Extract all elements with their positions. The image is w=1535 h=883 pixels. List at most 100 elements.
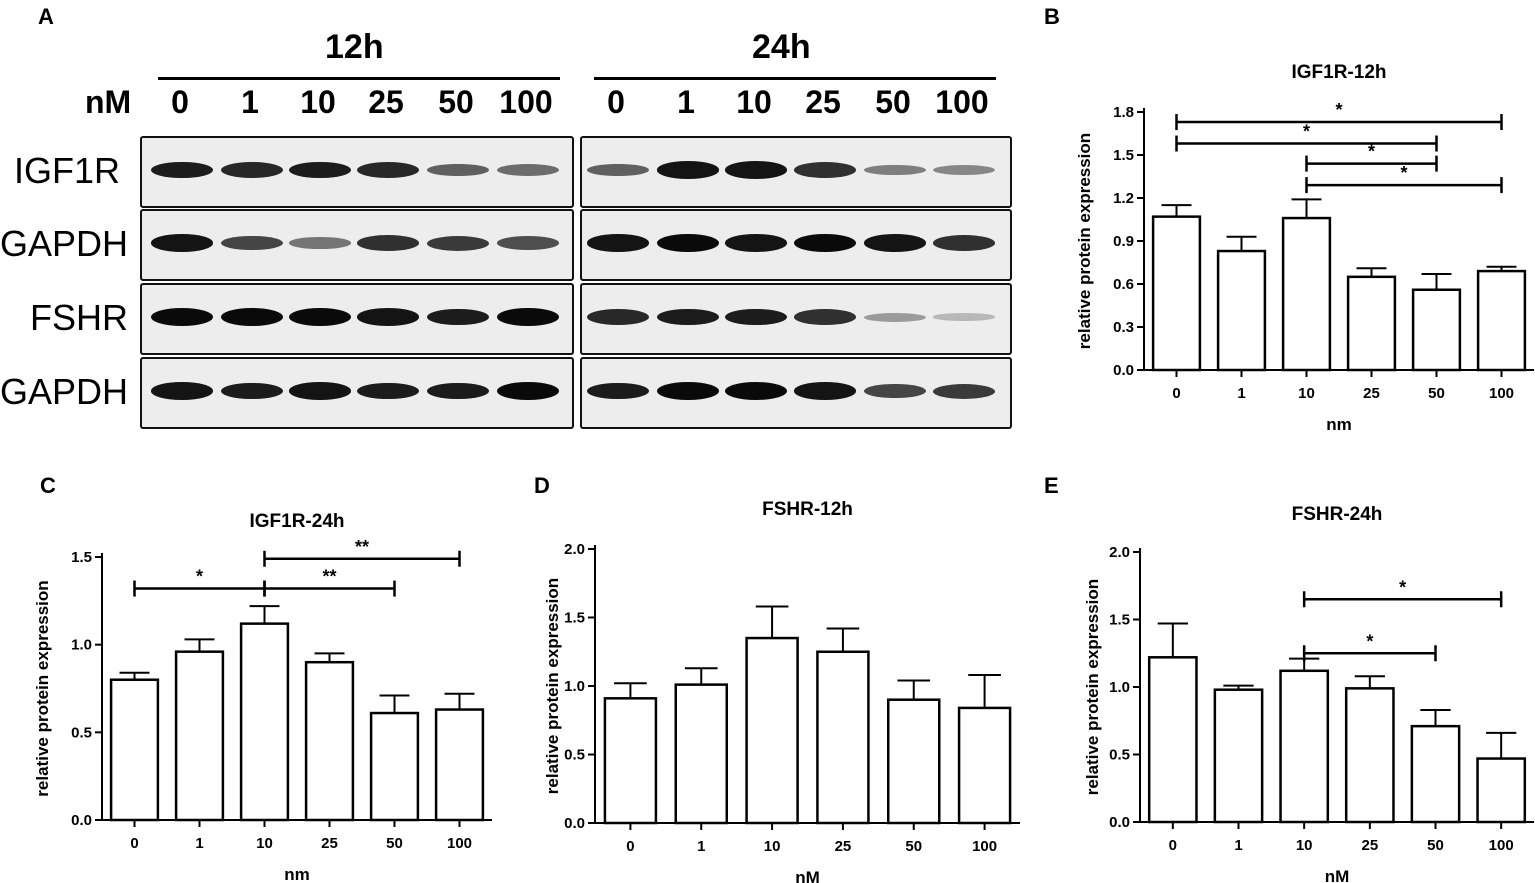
bar bbox=[1346, 275, 1397, 372]
blot-band bbox=[151, 161, 213, 179]
y-tick-label: 0.3 bbox=[1113, 319, 1134, 336]
y-tick-label: 0.5 bbox=[564, 747, 585, 764]
lane-label: 100 bbox=[499, 84, 553, 120]
blot-strip-gapdh-12h bbox=[140, 209, 574, 281]
y-axis-label: relative protein expression bbox=[1075, 133, 1094, 349]
bar bbox=[1147, 656, 1198, 824]
blot-band bbox=[794, 382, 856, 400]
significance-marker: * bbox=[1400, 163, 1407, 183]
x-tick-label: 100 bbox=[1489, 837, 1514, 854]
blot-band bbox=[725, 308, 787, 326]
blot-band bbox=[587, 382, 649, 400]
x-tick-label: 1 bbox=[697, 838, 705, 855]
x-tick-label: 50 bbox=[905, 838, 922, 855]
blot-band bbox=[794, 309, 856, 325]
bar bbox=[1213, 688, 1264, 824]
blot-band bbox=[357, 235, 419, 251]
lane-label: 1 bbox=[677, 84, 695, 120]
unit-label: nM bbox=[85, 84, 132, 120]
time-label-24h: 24h bbox=[752, 28, 811, 66]
bar bbox=[109, 678, 160, 822]
x-tick-label: 0 bbox=[1169, 837, 1177, 854]
significance-marker: * bbox=[1368, 142, 1375, 162]
significance-marker: * bbox=[1303, 122, 1310, 142]
bar bbox=[957, 706, 1012, 825]
bar bbox=[1476, 269, 1527, 372]
chart-fshr-12h: D FSHR-12h relative protein expression nM 0.… bbox=[534, 473, 1020, 883]
blot-strip-igf1r-12h bbox=[140, 136, 574, 208]
lane-label: 0 bbox=[171, 84, 189, 120]
blot-strip-gapdh-12h bbox=[140, 357, 574, 429]
x-tick-label: 25 bbox=[1361, 837, 1378, 854]
bar bbox=[816, 650, 870, 825]
y-tick-label: 1.5 bbox=[1109, 612, 1130, 629]
blot-band bbox=[221, 235, 283, 251]
lane-label: 100 bbox=[935, 84, 989, 120]
blot-band bbox=[725, 382, 787, 400]
blot-band bbox=[427, 235, 489, 251]
x-tick-label: 50 bbox=[1428, 385, 1445, 402]
blot-band bbox=[357, 382, 419, 400]
bar bbox=[1281, 216, 1332, 372]
y-tick-label: 0.5 bbox=[1109, 747, 1130, 764]
blot-band bbox=[864, 164, 926, 176]
lane-label: 10 bbox=[300, 84, 336, 120]
bar bbox=[174, 650, 225, 822]
y-axis-label: relative protein expression bbox=[543, 578, 562, 794]
chart-igf1r-24h: C IGF1R-24h relative protein expression nm 0… bbox=[33, 473, 492, 883]
y-tick-label: 1.5 bbox=[564, 610, 585, 627]
x-tick-label: 0 bbox=[626, 838, 634, 855]
time-underline-12h bbox=[158, 77, 560, 80]
y-tick-label: 0.5 bbox=[71, 724, 92, 741]
panel-letter: D bbox=[534, 473, 550, 498]
x-axis-label: nm bbox=[1326, 415, 1352, 434]
x-tick-label: 25 bbox=[321, 835, 338, 852]
y-tick-label: 0.0 bbox=[1109, 814, 1130, 831]
x-tick-label: 100 bbox=[447, 835, 472, 852]
x-tick-label: 25 bbox=[835, 838, 852, 855]
significance-marker: * bbox=[1399, 577, 1406, 597]
blot-band bbox=[357, 161, 419, 179]
y-tick-label: 0.0 bbox=[71, 812, 92, 829]
blot-band bbox=[933, 383, 995, 399]
blot-band bbox=[427, 308, 489, 326]
chart-title: FSHR-12h bbox=[762, 499, 853, 520]
blot-band bbox=[725, 234, 787, 252]
y-tick-label: 1.8 bbox=[1113, 104, 1134, 121]
lane-label: 50 bbox=[875, 84, 911, 120]
blot-band bbox=[151, 382, 213, 400]
panel-a-letter: A bbox=[38, 4, 54, 29]
blot-band bbox=[427, 163, 489, 177]
blot-band bbox=[933, 164, 995, 176]
bar bbox=[674, 683, 728, 825]
protein-label-fshr: FSHR bbox=[30, 297, 128, 338]
bar bbox=[1410, 724, 1461, 824]
significance-marker: ** bbox=[322, 567, 336, 587]
y-tick-label: 1.0 bbox=[71, 637, 92, 654]
blot-band bbox=[794, 162, 856, 178]
x-tick-label: 1 bbox=[1237, 385, 1245, 402]
blot-band bbox=[497, 382, 559, 400]
y-tick-label: 0.6 bbox=[1113, 276, 1134, 293]
y-axis-label: relative protein expression bbox=[1083, 579, 1102, 795]
panel-letter: E bbox=[1044, 473, 1059, 498]
bar bbox=[745, 636, 799, 825]
x-axis-label: nM bbox=[795, 868, 820, 883]
bar bbox=[369, 711, 420, 822]
blot-strip-gapdh-24h bbox=[580, 357, 1012, 429]
significance-marker: * bbox=[196, 567, 203, 587]
blot-band bbox=[289, 237, 351, 249]
x-tick-label: 0 bbox=[130, 835, 138, 852]
blot-band bbox=[933, 313, 995, 321]
x-tick-label: 25 bbox=[1363, 385, 1380, 402]
lane-label: 25 bbox=[805, 84, 841, 120]
x-tick-label: 100 bbox=[1489, 385, 1514, 402]
blot-band bbox=[151, 234, 213, 252]
x-axis-label: nm bbox=[284, 865, 310, 883]
blot-band bbox=[587, 234, 649, 252]
blot-band bbox=[497, 164, 559, 176]
x-tick-label: 10 bbox=[1298, 385, 1315, 402]
blot-strip-fshr-24h bbox=[580, 283, 1012, 355]
lane-label: 1 bbox=[241, 84, 259, 120]
chart-title: FSHR-24h bbox=[1292, 504, 1383, 525]
